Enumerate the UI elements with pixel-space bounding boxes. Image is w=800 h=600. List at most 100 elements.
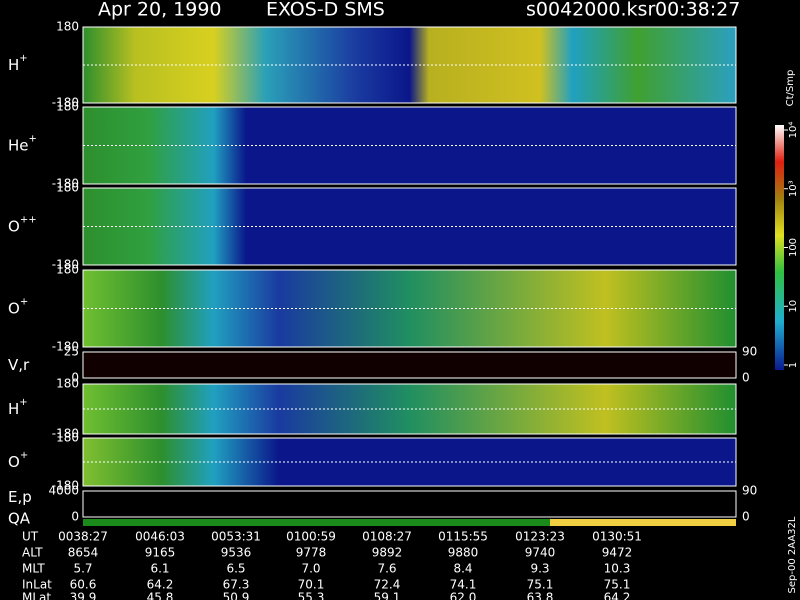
- side-label: Sep-00 2AA32L: [787, 516, 798, 593]
- table-cell: 7.6: [377, 562, 396, 576]
- table-cell: 63.8: [527, 591, 554, 600]
- table-cell: 0123:23: [515, 530, 565, 544]
- table-cell: 9778: [296, 546, 327, 560]
- y-tick-label: 0: [71, 371, 79, 385]
- row-label: UT: [22, 530, 39, 544]
- colorbar-tick-label: 10: [788, 300, 799, 313]
- table-cell: 55.3: [298, 591, 325, 600]
- qa-bar: [550, 519, 736, 526]
- panel-label-text: He: [8, 136, 29, 154]
- table-cell: 9740: [525, 546, 556, 560]
- panel-label-text: O: [8, 299, 20, 317]
- panel-label: H+: [8, 53, 28, 74]
- y-tick-label: 180: [56, 377, 79, 391]
- panel-frame: [82, 269, 737, 348]
- panel-label-charge: +: [20, 450, 28, 461]
- table-cell: 0100:59: [286, 530, 336, 544]
- panel-label: He+: [8, 134, 37, 155]
- panel-frame: [82, 187, 737, 266]
- date: Apr 20, 1990: [98, 0, 222, 21]
- table-cell: 64.2: [604, 591, 631, 600]
- panel-label: O++: [8, 215, 37, 236]
- table-cell: 45.8: [147, 591, 174, 600]
- table-cell: 62.0: [450, 591, 477, 600]
- spectrogram: [83, 352, 736, 378]
- table-cell: 6.1: [150, 562, 169, 576]
- colorbar-tick-label: 1: [788, 362, 799, 368]
- spectrogram: [83, 491, 736, 517]
- table-cell: 0115:55: [438, 530, 488, 544]
- panel-frame: [82, 106, 737, 185]
- panel-label-charge: +: [19, 397, 27, 408]
- y-tick-label: 180: [56, 431, 79, 445]
- table-cell: 9536: [221, 546, 252, 560]
- panel-label-charge: +: [19, 53, 27, 64]
- y2-tick-label: 0: [742, 371, 750, 385]
- y-tick-label: 180: [56, 263, 79, 277]
- table-cell: 0053:31: [211, 530, 261, 544]
- table-cell: 8.4: [453, 562, 472, 576]
- time: 00:38:27: [655, 0, 740, 21]
- row-label: ALT: [22, 546, 43, 560]
- y2-tick-label: 90: [742, 345, 757, 359]
- y-tick-label: 4000: [48, 484, 79, 498]
- panel-label: O+: [8, 297, 28, 318]
- table-cell: 72.4: [374, 578, 401, 592]
- table-cell: 59.1: [374, 591, 401, 600]
- table-cell: 8654: [68, 546, 99, 560]
- y-tick-label: 180: [56, 181, 79, 195]
- table-cell: 9.3: [530, 562, 549, 576]
- panel-label: E,p: [8, 488, 32, 506]
- table-cell: 74.1: [450, 578, 477, 592]
- row-label: InLat: [22, 578, 52, 592]
- y-tick-label: -180: [52, 427, 79, 441]
- table-cell: 70.1: [298, 578, 325, 592]
- table-cell: 9892: [372, 546, 403, 560]
- panel-label-charge: +: [20, 297, 28, 308]
- table-cell: 0130:51: [592, 530, 642, 544]
- y-tick-label: -180: [52, 258, 79, 272]
- instrument: EXOS-D SMS: [266, 0, 385, 21]
- y-tick-label: 180: [56, 100, 79, 114]
- table-cell: 9472: [602, 546, 633, 560]
- panel-frame: [82, 383, 737, 435]
- row-label: MLat: [22, 591, 51, 600]
- table-cell: 75.1: [527, 578, 554, 592]
- panel-frame: [82, 490, 737, 518]
- table-cell: 39.9: [70, 591, 97, 600]
- y-tick-label: -180: [52, 177, 79, 191]
- panel-label-text: V,r: [8, 356, 30, 374]
- file: s0042000.ksr: [526, 0, 655, 21]
- table-cell: 9880: [448, 546, 479, 560]
- panel-label-text: O: [8, 217, 20, 235]
- y-tick-label: 180: [56, 20, 79, 34]
- panel-frame: [82, 351, 737, 379]
- panel-label-charge: +: [29, 134, 37, 145]
- panel-label-charge: ++: [20, 215, 37, 226]
- table-cell: 10.3: [604, 562, 631, 576]
- table-cell: 0108:27: [362, 530, 412, 544]
- panel-label: V,r: [8, 356, 30, 374]
- qa-bar: [83, 519, 550, 526]
- panel-sublabel: QA: [8, 510, 31, 528]
- panel-label: O+: [8, 450, 28, 471]
- panel-label-text: E,p: [8, 488, 32, 506]
- y-tick-label: 25: [64, 345, 79, 359]
- panel-label-text: O: [8, 453, 20, 471]
- colorbar: [775, 125, 784, 370]
- table-cell: 64.2: [147, 578, 174, 592]
- colorbar-tick-label: 10³: [788, 180, 799, 197]
- colorbar-tick-label: 10⁴: [788, 122, 799, 139]
- panel-label-text: H: [8, 400, 19, 418]
- y-tick-label: -180: [52, 479, 79, 493]
- row-label: MLT: [22, 562, 45, 576]
- table-cell: 7.0: [301, 562, 320, 576]
- y2-tick-label: 0: [742, 510, 750, 524]
- table-cell: 50.9: [223, 591, 250, 600]
- colorbar-tick-label: 100: [788, 238, 799, 257]
- table-cell: 0046:03: [135, 530, 185, 544]
- table-cell: 67.3: [223, 578, 250, 592]
- panel-frame: [82, 437, 737, 487]
- y2-tick-label: 90: [742, 484, 757, 498]
